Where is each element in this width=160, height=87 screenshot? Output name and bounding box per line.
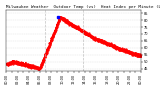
Text: Milwaukee Weather  Outdoor Temp (vs)  Heat Index per Minute (Last 24 Hours): Milwaukee Weather Outdoor Temp (vs) Heat… (6, 5, 160, 9)
